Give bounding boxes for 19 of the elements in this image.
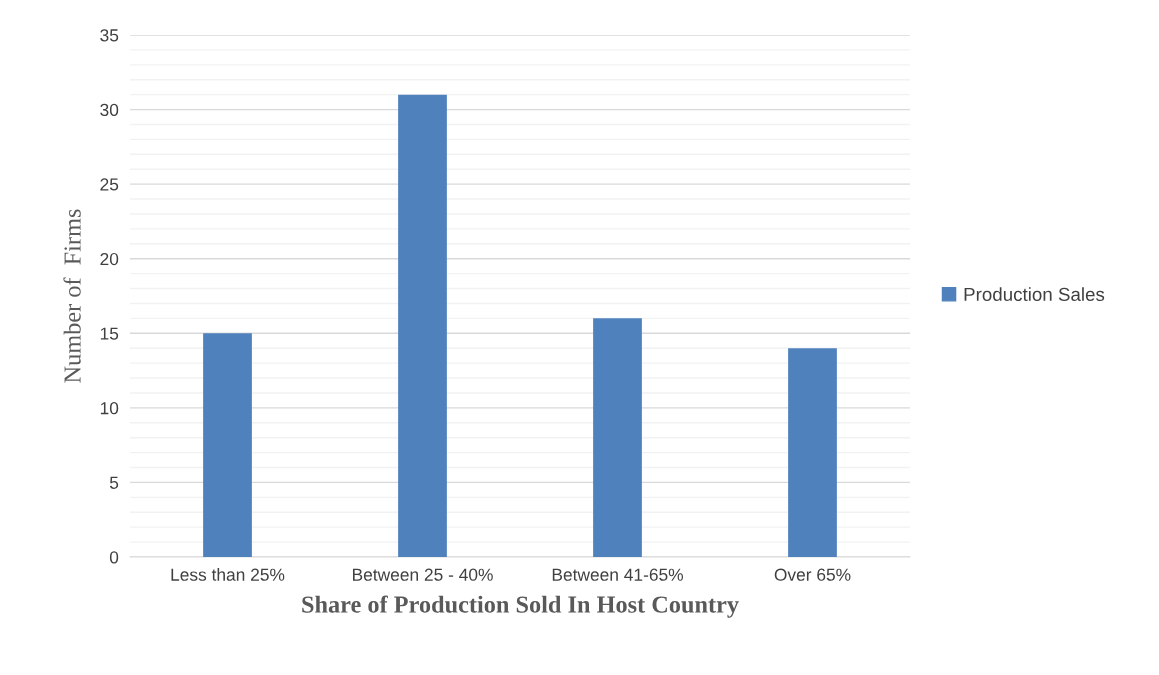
y-axis-title: Number of Firms <box>63 209 81 383</box>
y-tick-label: 10 <box>100 402 119 415</box>
bar <box>398 94 447 557</box>
y-tick-label: 15 <box>100 327 119 340</box>
bar <box>203 333 252 557</box>
x-tick-label: Over 65% <box>774 568 851 581</box>
legend-label: Production Sales <box>964 287 1105 302</box>
x-tick-label: Less than 25% <box>171 568 285 581</box>
y-tick-label: 25 <box>100 178 119 191</box>
y-tick-label: 35 <box>100 29 119 42</box>
x-tick-label: Between 41-65% <box>552 568 683 581</box>
y-tick-label: 30 <box>100 103 119 117</box>
bar <box>593 318 642 557</box>
x-tick-label: Between 25 - 40% <box>352 568 493 581</box>
x-axis-title: Share of Production Sold In Host Country <box>302 595 739 618</box>
y-tick-label: 0 <box>109 551 119 564</box>
y-tick-label: 5 <box>109 476 119 489</box>
y-tick-label: 20 <box>100 252 119 266</box>
bar <box>788 348 837 557</box>
